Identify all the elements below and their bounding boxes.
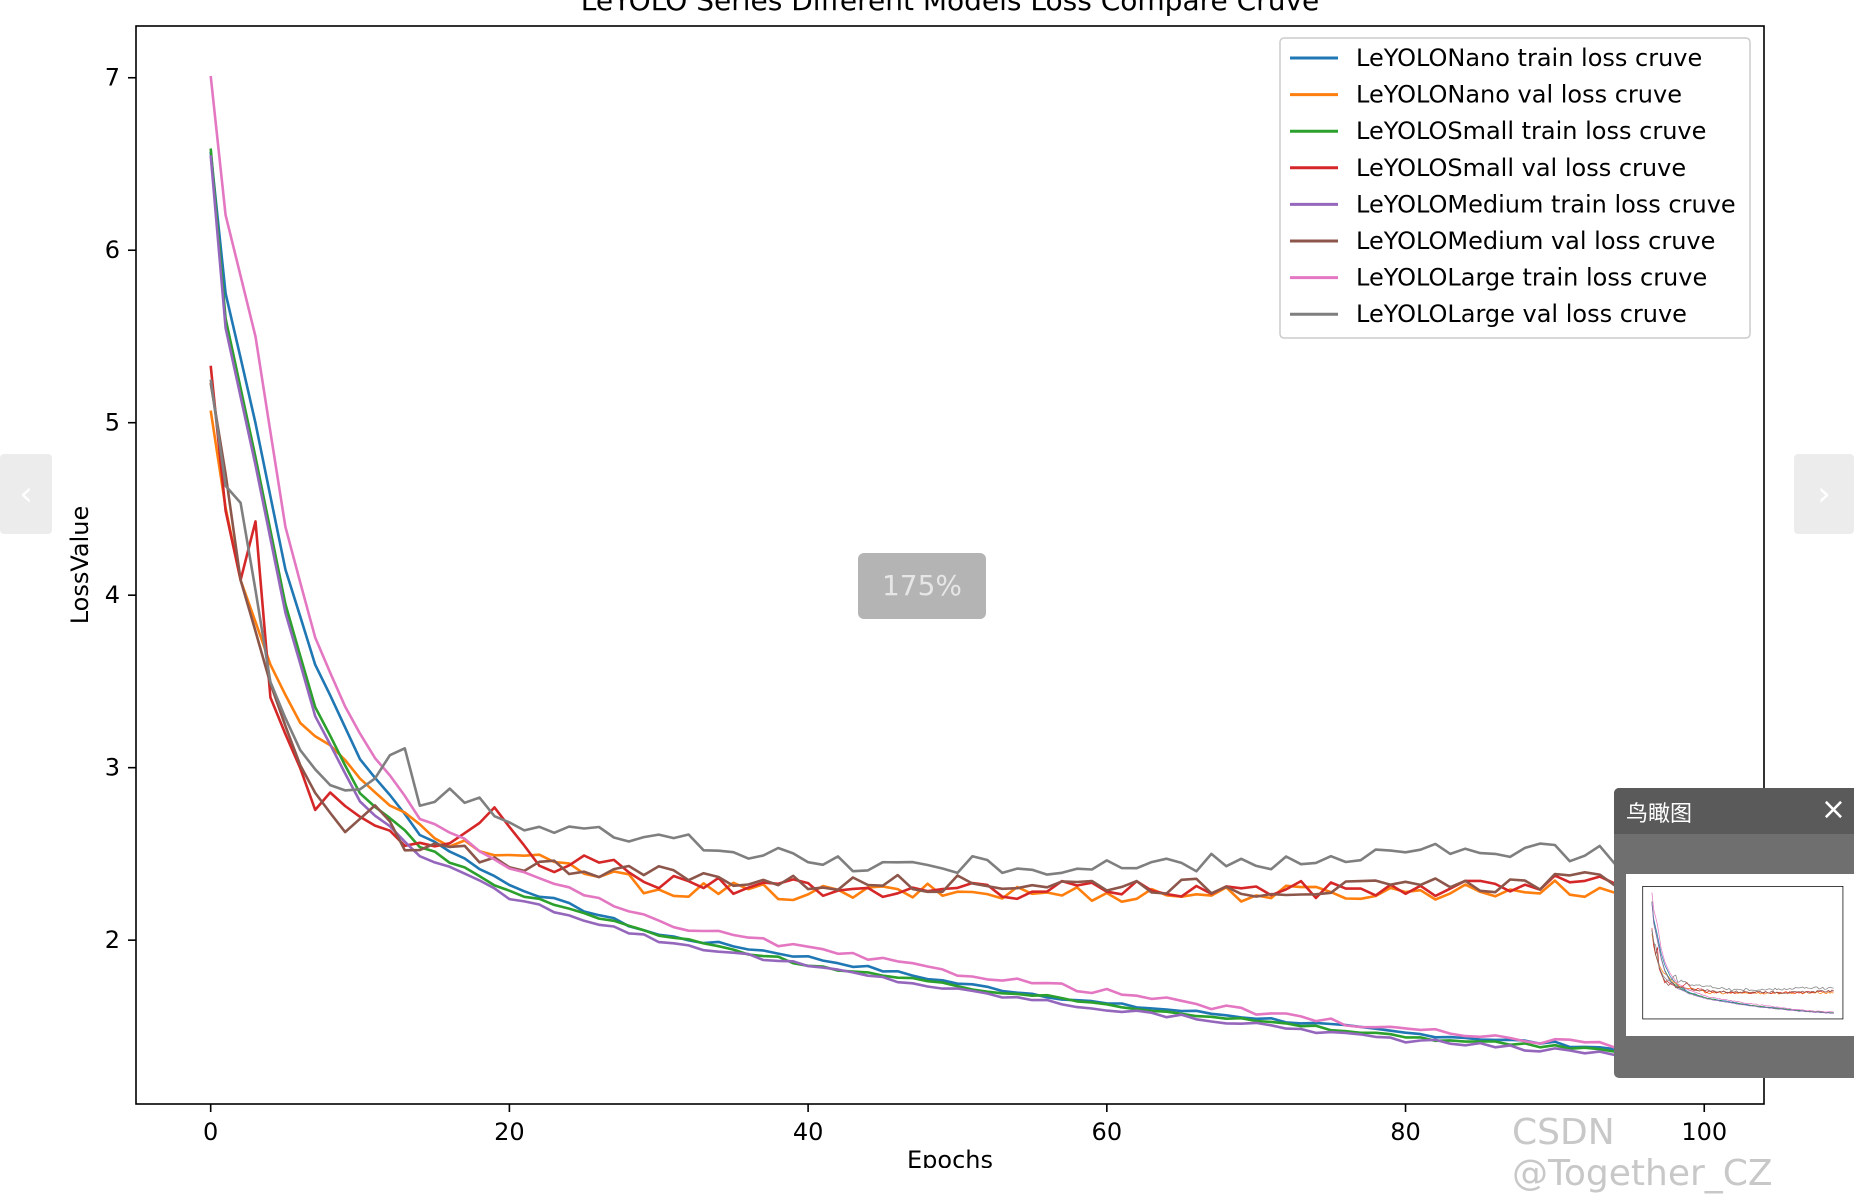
thumbnail-chart [1626,883,1854,1027]
overview-header: 鸟瞰图 × [1614,788,1854,834]
x-tick-label: 80 [1390,1118,1421,1146]
series-line-1 [209,410,1690,903]
x-tick-label: 0 [203,1118,218,1146]
legend-label: LeYOLOMedium train loss cruve [1356,190,1736,218]
y-tick-label: 6 [105,236,120,264]
chevron-left-icon: ‹ [19,474,33,514]
prev-image-button[interactable]: ‹ [0,454,52,534]
axis-ticks: 0 20 40 60 80 100 2 3 4 5 6 7 [105,64,1727,1146]
legend-label: LeYOLOLarge val loss cruve [1356,300,1687,328]
legend-label: LeYOLOSmall val loss cruve [1356,154,1686,182]
y-tick-label: 3 [105,754,120,782]
x-tick-label: 20 [494,1118,525,1146]
x-axis-label: Epochs [907,1146,993,1168]
overview-panel[interactable]: 鸟瞰图 × [1614,788,1854,1078]
y-tick-label: 2 [105,926,120,954]
x-tick-label: 40 [793,1118,824,1146]
series-line-4 [209,155,1690,1060]
close-icon[interactable]: × [1820,792,1846,827]
y-tick-label: 4 [105,581,120,609]
watermark: CSDN @Together_CZ [1512,1112,1773,1194]
legend-box [1279,37,1751,339]
overview-title: 鸟瞰图 [1626,802,1693,827]
series-line-6 [209,75,1690,1051]
next-image-button[interactable]: › [1794,454,1854,534]
legend: LeYOLONano train loss cruve LeYOLONano va… [1279,37,1751,339]
y-axis-label: LossValue [66,506,94,625]
legend-label: LeYOLOMedium val loss cruve [1356,227,1715,255]
zoom-indicator: 175% [858,553,986,619]
loss-chart: LeYOLO Series Different Models Loss Comp… [66,0,1765,1168]
series-line-3 [209,365,1690,901]
chart-title: LeYOLO Series Different Models Loss Comp… [581,0,1320,17]
legend-label: LeYOLOSmall train loss cruve [1356,117,1706,145]
series-line-0 [209,151,1690,1057]
legend-label: LeYOLONano val loss cruve [1356,81,1682,109]
chevron-right-icon: › [1817,474,1831,514]
y-tick-label: 5 [105,409,120,437]
legend-label: LeYOLOLarge train loss cruve [1356,264,1707,292]
legend-label: LeYOLONano train loss cruve [1356,44,1702,72]
plot-area [135,25,1765,1105]
y-tick-label: 7 [105,64,120,92]
x-tick-label: 100 [1681,1118,1727,1146]
series-line-7 [209,379,1690,876]
series-lines [209,75,1690,1060]
x-tick-label: 60 [1092,1118,1123,1146]
overview-thumbnail[interactable] [1626,874,1854,1036]
series-line-5 [209,382,1690,898]
